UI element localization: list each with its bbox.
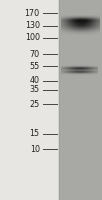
Text: 25: 25 bbox=[30, 100, 40, 109]
Text: 10: 10 bbox=[30, 144, 40, 154]
Text: 100: 100 bbox=[25, 33, 40, 43]
Text: 130: 130 bbox=[25, 21, 40, 30]
Text: 15: 15 bbox=[30, 130, 40, 138]
Bar bbox=[59, 0, 102, 200]
Text: 35: 35 bbox=[30, 85, 40, 94]
Text: 40: 40 bbox=[30, 76, 40, 85]
Text: 70: 70 bbox=[30, 50, 40, 59]
Bar bbox=[0, 0, 59, 200]
Text: 55: 55 bbox=[30, 62, 40, 71]
Text: 170: 170 bbox=[25, 8, 40, 18]
